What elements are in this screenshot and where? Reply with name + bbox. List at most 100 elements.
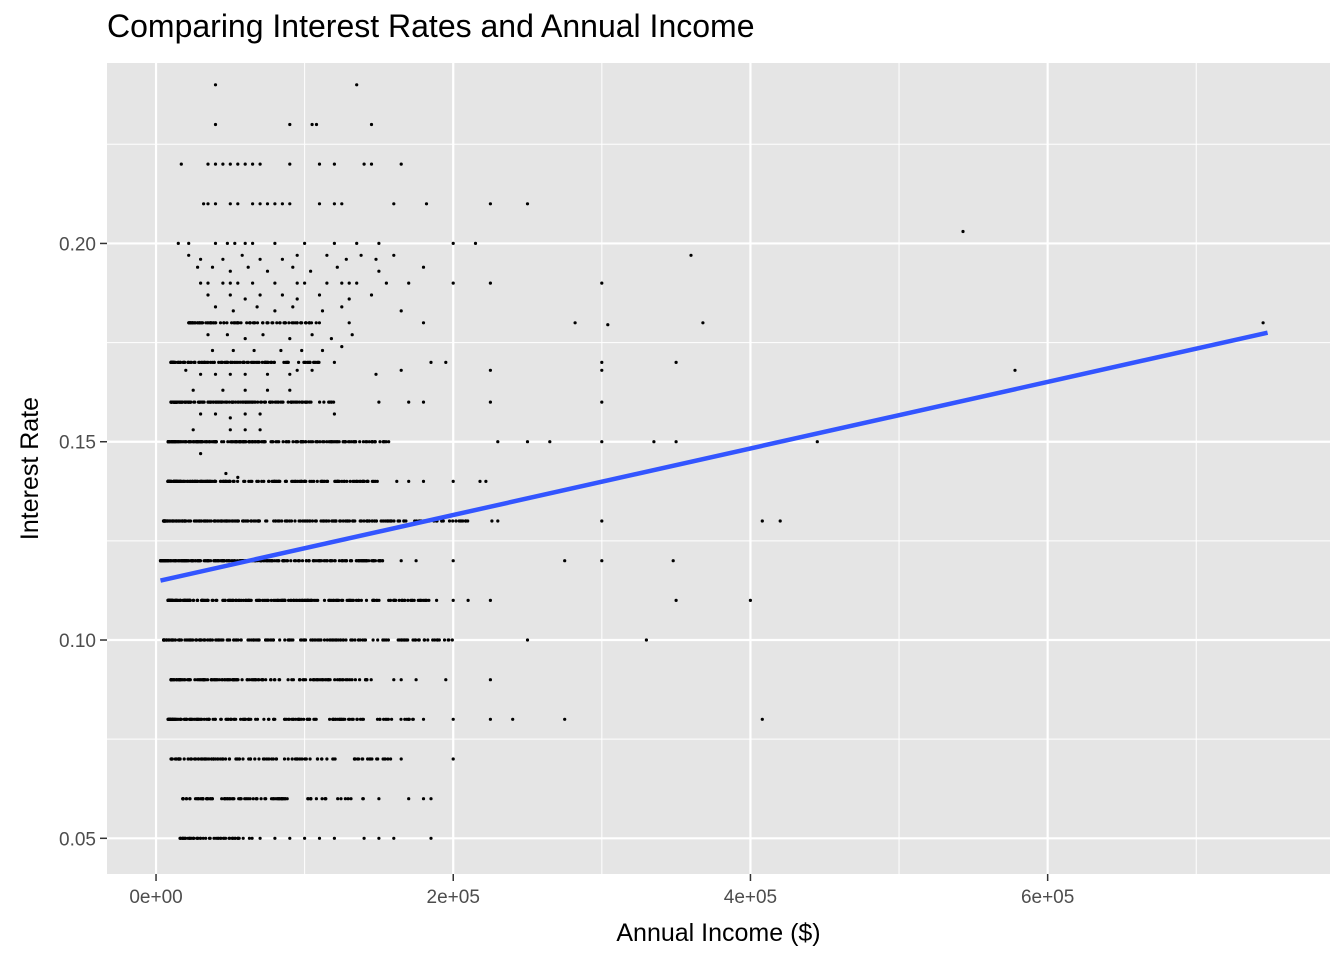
data-point — [283, 638, 287, 642]
data-point — [182, 757, 186, 761]
data-point — [258, 257, 262, 261]
data-point — [240, 678, 244, 682]
data-point — [671, 559, 675, 563]
data-point — [454, 519, 458, 523]
data-point — [231, 348, 235, 353]
data-point — [348, 678, 352, 682]
data-point — [219, 717, 223, 721]
data-point — [285, 519, 289, 523]
data-point — [192, 321, 197, 325]
data-point — [264, 638, 268, 642]
data-point — [310, 122, 314, 127]
data-point — [331, 717, 335, 721]
data-point — [187, 440, 191, 444]
data-point — [171, 717, 175, 721]
data-point — [221, 836, 225, 840]
data-point — [525, 440, 530, 444]
data-point — [220, 757, 224, 761]
data-point — [418, 598, 422, 603]
data-point — [230, 797, 234, 801]
data-point — [232, 321, 236, 325]
data-point — [184, 797, 189, 801]
data-point — [299, 638, 303, 642]
data-point — [180, 440, 184, 444]
y-tick-label: 0.15 — [59, 433, 96, 454]
data-point — [332, 202, 336, 206]
data-point — [202, 202, 206, 206]
data-point — [317, 321, 321, 325]
data-point — [235, 638, 239, 642]
data-point — [315, 757, 319, 761]
data-point — [267, 757, 271, 761]
data-point — [253, 519, 257, 523]
data-point — [302, 717, 306, 721]
data-point — [257, 678, 261, 682]
data-point — [271, 757, 275, 761]
data-point — [303, 241, 307, 245]
data-point — [606, 323, 610, 327]
data-point — [297, 400, 301, 404]
data-point — [213, 440, 217, 444]
data-point — [374, 519, 378, 523]
data-point — [207, 440, 212, 444]
data-point — [392, 836, 396, 840]
data-point — [201, 797, 205, 801]
data-point — [403, 638, 407, 642]
data-point — [309, 269, 313, 273]
data-point — [187, 678, 191, 682]
data-point — [341, 678, 345, 682]
data-point — [328, 717, 332, 721]
data-point — [194, 638, 198, 642]
data-point — [302, 519, 306, 523]
data-point — [284, 717, 288, 721]
data-point — [208, 479, 212, 483]
data-point — [248, 440, 252, 444]
data-point — [264, 559, 268, 563]
data-point — [232, 638, 236, 642]
data-point — [291, 305, 295, 309]
data-point — [289, 519, 294, 523]
data-point — [317, 638, 321, 642]
data-point — [414, 678, 418, 682]
data-point — [228, 428, 232, 432]
data-point — [204, 321, 208, 325]
data-point — [242, 440, 246, 444]
data-point — [188, 797, 192, 801]
data-point — [488, 202, 492, 206]
data-point — [215, 519, 219, 523]
data-point — [304, 400, 308, 404]
data-point — [310, 333, 314, 337]
data-point — [348, 479, 352, 483]
data-point — [377, 400, 381, 404]
data-point — [359, 598, 363, 603]
data-point — [359, 519, 363, 523]
data-point — [406, 598, 410, 603]
data-point — [243, 372, 247, 376]
data-point — [600, 281, 604, 285]
data-point — [600, 440, 604, 444]
data-point — [289, 559, 293, 563]
data-point — [213, 83, 218, 87]
data-point — [165, 559, 169, 563]
data-point — [263, 400, 268, 404]
data-point — [204, 717, 209, 721]
data-point — [266, 360, 270, 364]
data-point — [361, 479, 366, 483]
data-point — [337, 598, 341, 603]
data-point — [284, 479, 288, 483]
data-point — [227, 836, 231, 840]
data-point — [226, 717, 230, 721]
data-point — [203, 638, 207, 642]
data-point — [778, 519, 782, 523]
data-point — [378, 717, 382, 721]
data-point — [236, 678, 240, 682]
data-point — [222, 559, 226, 563]
data-point — [330, 519, 334, 523]
data-point — [325, 440, 329, 444]
data-point — [249, 519, 254, 523]
data-point — [318, 440, 322, 444]
data-point — [179, 559, 183, 563]
data-point — [191, 598, 196, 603]
data-point — [311, 440, 315, 444]
data-point — [199, 281, 203, 285]
